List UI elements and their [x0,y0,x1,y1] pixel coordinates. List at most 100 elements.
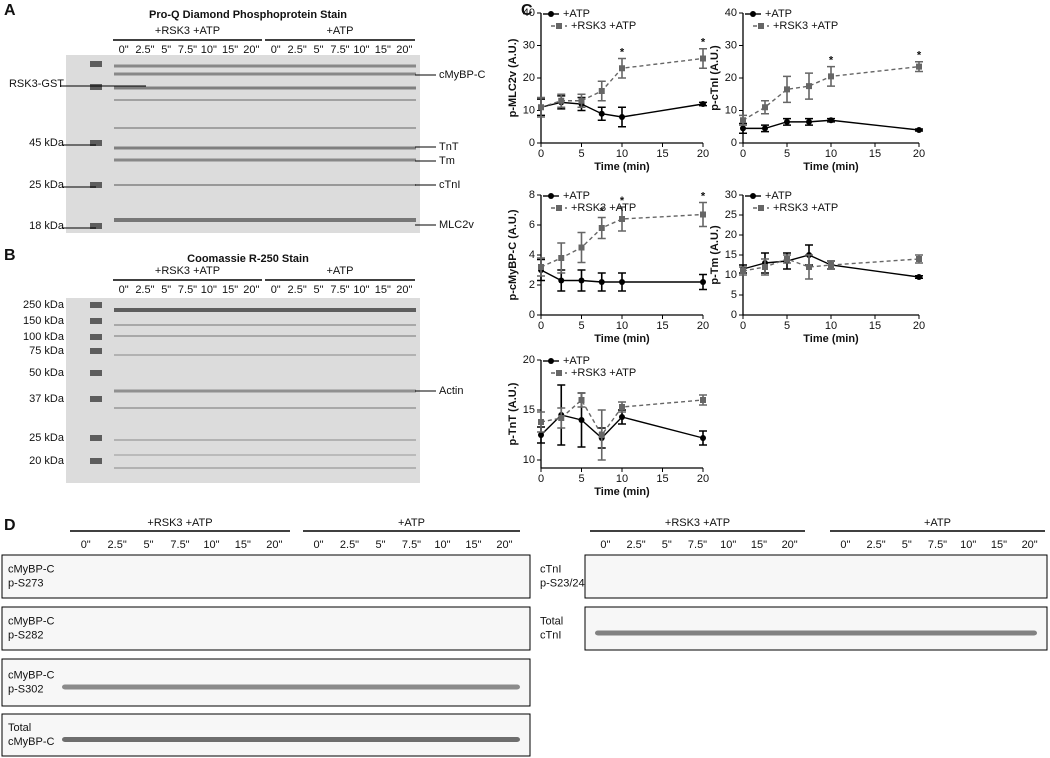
data-point [598,110,605,117]
lane-label: 15" [751,539,767,551]
blot-label: cMyBP-C [8,563,55,575]
lane-label: 10" [434,539,450,551]
series-line [742,65,920,121]
lane-label: 7.5" [330,44,349,56]
ladder-band [90,140,102,146]
series-line [742,254,920,278]
group-label: +RSK3 +ATP [155,25,220,37]
legend-label: +ATP [765,8,792,20]
gel-image [66,298,420,483]
group-label: +ATP [398,517,425,529]
band-label: Actin [439,385,463,397]
lane-label: 7.5" [928,539,947,551]
blot-label: cMyBP-C [8,615,55,627]
lane-label: 10" [960,539,976,551]
data-point [740,268,746,274]
lane-label: 20" [243,44,259,56]
x-tick-label: 20 [697,148,709,160]
lane-label: 5" [662,539,672,551]
data-point [598,279,605,285]
legend-marker [556,370,562,376]
x-tick-label: 5 [578,148,584,160]
lane-label: 20" [496,539,512,551]
data-point [558,415,565,421]
ladder-band [90,182,102,188]
y-tick-label: 10 [523,454,535,466]
legend-label: +ATP [563,190,590,202]
x-tick-label: 0 [740,148,746,160]
blot-image [584,554,1048,599]
lane-label: 0" [119,284,129,296]
ladder-band [90,458,102,464]
data-point [558,255,565,261]
group-label: +ATP [924,517,951,529]
x-tick-label: 5 [578,320,584,332]
series-line [540,213,704,268]
data-point [578,244,585,251]
data-point [916,127,922,133]
lane-label: 15" [375,284,391,296]
lane-label: 7.5" [688,539,707,551]
ladder-band [90,302,102,308]
x-tick-label: 15 [656,320,668,332]
y-tick-label: 4 [529,249,535,261]
blot-band [62,684,520,690]
x-tick-label: 0 [538,320,544,332]
data-point [762,125,768,132]
ladder-band [90,84,102,90]
ladder-band [90,348,102,354]
data-point [619,404,625,410]
lane-label: 0" [271,44,281,56]
data-point [619,65,625,72]
data-point [538,264,544,270]
data-point [916,63,922,70]
lane-label: 2.5" [108,539,127,551]
data-point [828,262,834,268]
significance-label: * [701,190,706,202]
lane-label: 7.5" [178,284,197,296]
gel-band [114,324,416,326]
legend-label: +RSK3 +ATP [773,202,838,214]
series-line [743,119,920,131]
data-point [784,256,790,262]
data-point [619,279,625,285]
legend-marker [548,11,554,17]
data-point [538,419,544,425]
y-tick-label: 0 [731,137,737,149]
data-point [700,211,706,218]
blot-label: p-S273 [8,577,43,589]
blot-image [1,606,531,651]
legend-label: +RSK3 +ATP [571,202,636,214]
y-tick-label: 30 [725,189,737,201]
blot-label: p-S23/24 [540,577,585,589]
data-point [700,55,706,62]
marker-label: 18 kDa [29,220,65,232]
data-point [784,86,790,93]
marker-label: RSK3-GST [9,78,64,90]
legend-marker [750,193,756,199]
blot-band [62,737,520,742]
group-label: +RSK3 +ATP [147,517,212,529]
blot-label: cTnI [540,629,561,641]
data-point [700,101,706,107]
data-point [619,216,625,222]
blot-label: cMyBP-C [8,669,55,681]
blot-image [1,658,531,707]
y-tick-label: 10 [523,104,535,116]
lane-label: 10" [201,284,217,296]
data-point [558,277,565,284]
x-tick-label: 15 [869,320,881,332]
gel-band [114,64,416,68]
lane-label: 20" [782,539,798,551]
x-tick-label: 5 [578,473,584,485]
y-axis-title: p-MLC2v (A.U.) [507,38,519,117]
gel-image [66,55,420,233]
lane-label: 5" [375,539,385,551]
lane-label: 15" [222,284,238,296]
data-point [538,104,544,111]
significance-label: * [829,55,834,67]
data-point [578,277,585,284]
y-tick-label: 30 [523,39,535,51]
legend-label: +RSK3 +ATP [773,20,838,32]
